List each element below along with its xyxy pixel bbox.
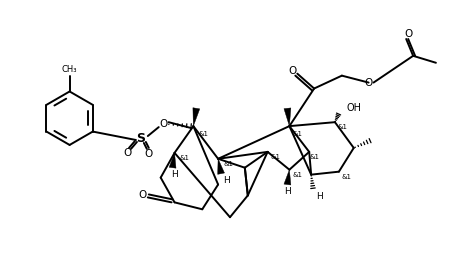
Text: O: O <box>288 66 296 76</box>
Text: &1: &1 <box>223 161 233 167</box>
Text: &1: &1 <box>198 131 208 137</box>
Text: &1: &1 <box>292 172 302 178</box>
Text: H: H <box>316 192 322 201</box>
Polygon shape <box>284 170 291 185</box>
Polygon shape <box>284 108 291 126</box>
Text: O: O <box>365 78 373 88</box>
Text: O: O <box>139 190 147 200</box>
Text: O: O <box>123 148 131 158</box>
Text: OH: OH <box>346 103 361 113</box>
Text: &1: &1 <box>292 131 302 137</box>
Text: &1: &1 <box>309 154 319 160</box>
Text: H: H <box>284 187 291 196</box>
Polygon shape <box>193 108 200 126</box>
Text: CH₃: CH₃ <box>62 65 77 74</box>
Text: &1: &1 <box>271 154 281 160</box>
Text: H: H <box>171 170 178 179</box>
Text: &1: &1 <box>180 155 190 161</box>
Text: O: O <box>145 149 153 159</box>
Text: O: O <box>159 119 168 129</box>
Text: &1: &1 <box>338 124 348 130</box>
Text: &1: &1 <box>342 174 352 180</box>
Polygon shape <box>218 159 224 174</box>
Text: S: S <box>136 131 145 145</box>
Text: O: O <box>404 29 412 39</box>
Polygon shape <box>169 153 176 168</box>
Text: H: H <box>223 176 229 185</box>
